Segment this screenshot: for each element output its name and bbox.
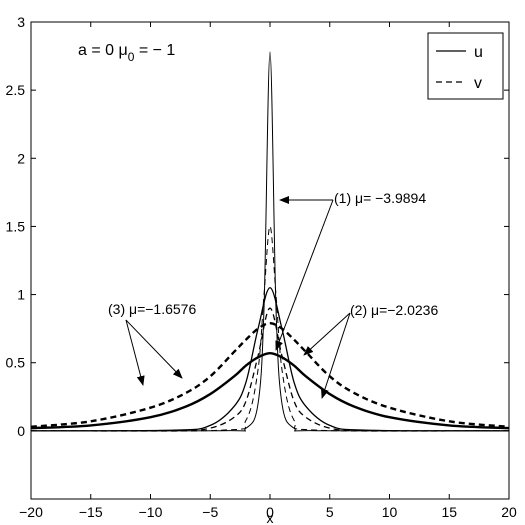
legend: u v xyxy=(427,32,504,100)
x-tick-label: −10 xyxy=(139,504,163,520)
legend-label-v: v xyxy=(474,75,482,92)
series-line-u-3 xyxy=(31,351,509,430)
y-tick-label: 3 xyxy=(17,14,25,30)
axis-ticks: −20 −15 −10 −5 0 5 10 15 20 0 0.5 1 1.5 2 2.5 3 xyxy=(6,14,517,520)
legend-box xyxy=(427,32,504,100)
annotation-arrow-2b xyxy=(321,312,351,399)
y-tick-label: 1.5 xyxy=(6,218,26,234)
x-tick-label: 0 xyxy=(266,504,274,520)
parameter-label: a = 0 μ0 = − 1 xyxy=(78,42,175,64)
annotation-arrow-3b xyxy=(125,319,183,379)
y-tick-label: 1 xyxy=(17,287,25,303)
annotation-label-2: (2) μ=−2.0236 xyxy=(350,302,438,318)
axes-frame xyxy=(30,21,510,500)
series-line-v-2 xyxy=(31,307,509,432)
series-line-u-1 xyxy=(31,51,509,432)
x-tick-label: −20 xyxy=(19,504,43,520)
x-tick-label: 5 xyxy=(326,504,334,520)
x-tick-label: 20 xyxy=(501,504,517,520)
plot-area xyxy=(30,21,510,500)
y-tick-label: 0.5 xyxy=(6,355,26,371)
x-tick-label: 15 xyxy=(441,504,457,520)
curves xyxy=(31,51,509,432)
x-tick-label: −15 xyxy=(79,504,103,520)
x-tick-label: 10 xyxy=(382,504,398,520)
annotation-arrow-1b xyxy=(275,199,334,351)
annotation-arrow-2a xyxy=(303,312,351,356)
y-tick-label: 2.5 xyxy=(6,82,26,98)
annotations: (1) μ= −3.9894 (2) μ=−2.0236 (3) μ=−1.65… xyxy=(108,190,438,399)
annotation-arrow-3a xyxy=(125,319,145,386)
x-tick-label: −5 xyxy=(202,504,218,520)
legend-label-u: u xyxy=(474,44,483,61)
annotation-label-3: (3) μ=−1.6576 xyxy=(108,301,196,317)
annotation-label-1: (1) μ= −3.9894 xyxy=(334,190,426,206)
series-line-v-3 xyxy=(31,321,509,428)
x-axis-label: x xyxy=(267,510,274,525)
y-tick-label: 2 xyxy=(17,150,25,166)
series-line-u-2 xyxy=(31,287,509,432)
series-line-v-1 xyxy=(31,225,509,432)
y-tick-label: 0 xyxy=(17,423,25,439)
